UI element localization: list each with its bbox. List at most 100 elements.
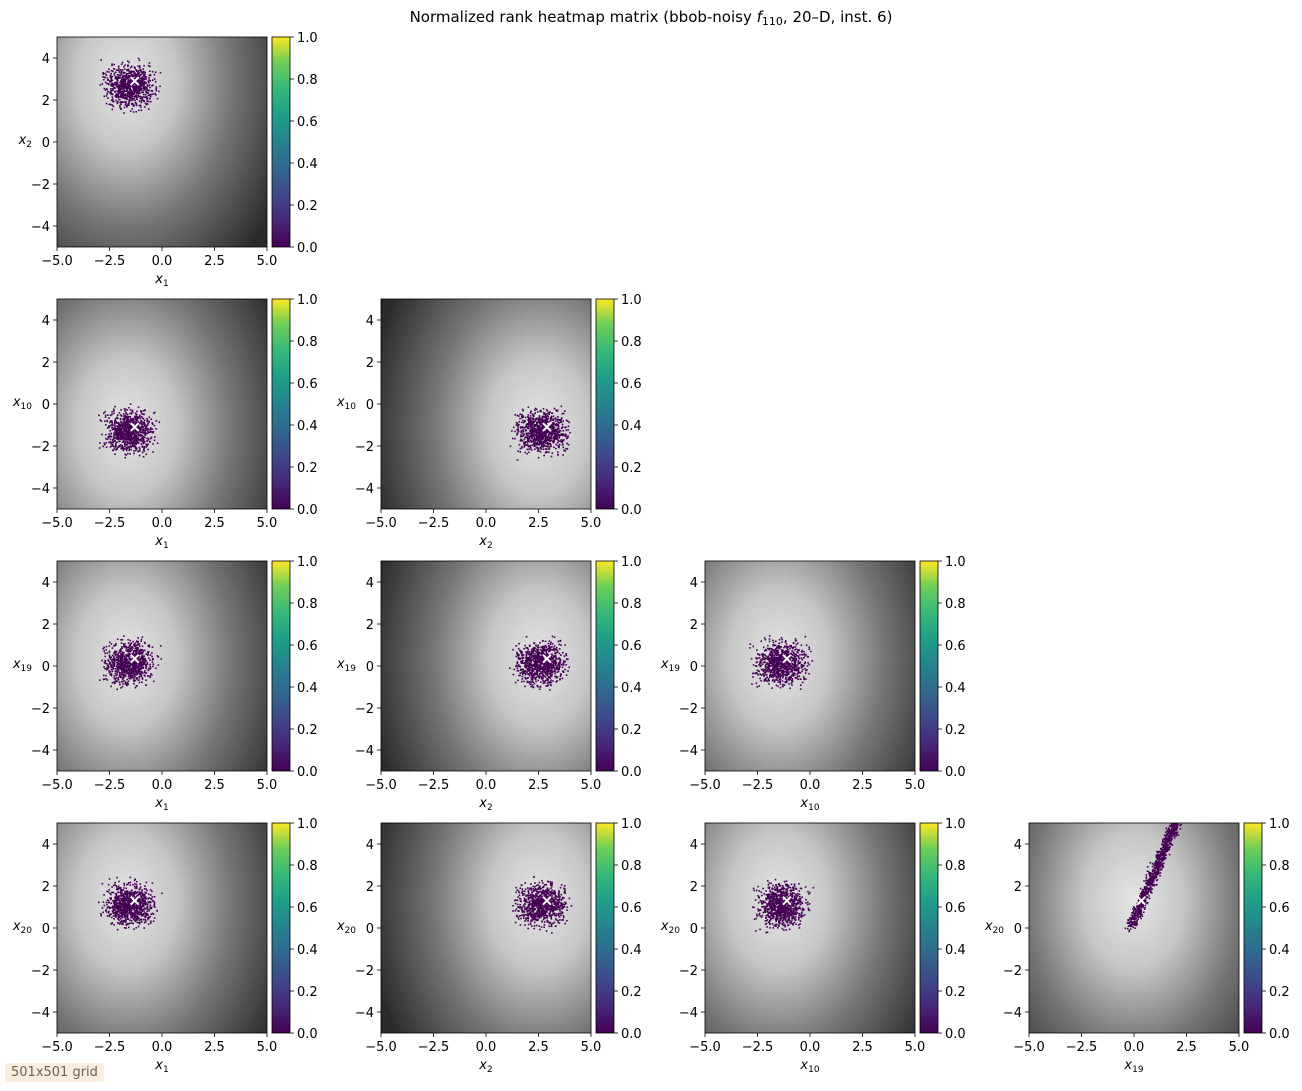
colorbar-tick-label: 0.0: [621, 503, 642, 518]
colorbar: 0.0 0.2 0.4 0.6 0.8 1.0: [1243, 817, 1290, 1042]
colorbar-tick-label: 0.2: [297, 723, 318, 738]
x-tick-label: −5.0: [365, 1040, 397, 1055]
low-rank-region: [749, 635, 814, 690]
x-tick-label: −5.0: [41, 778, 73, 793]
panel-x1-x20: −5.0 −2.5 0.0 2.5 5.0−4−2024x1x200.00.20.40.…: [12, 817, 318, 1075]
y-tick-label: 2: [42, 94, 50, 109]
x-tick-label: 5.0: [257, 778, 278, 793]
y-tick-label: −2: [355, 702, 374, 717]
colorbar-tick-label: 0.2: [297, 461, 318, 476]
y-axis-label: x10: [12, 395, 32, 412]
x-tick-label: 2.5: [204, 1040, 225, 1055]
y-axis-label: x19: [660, 657, 680, 674]
colorbar-tick-label: 0.0: [621, 1027, 642, 1042]
y-axis-label: x20: [984, 919, 1004, 936]
y-tick-label: −4: [31, 1006, 50, 1021]
y-tick-label: −2: [679, 964, 698, 979]
y-tick-label: −4: [31, 220, 50, 235]
x-tick-label: 2.5: [528, 1040, 549, 1055]
x-axis-label: x2: [478, 534, 492, 551]
panel-x2-x20: −5.0 −2.5 0.0 2.5 5.0−4−2024x2x200.00.20.40.…: [336, 817, 642, 1075]
y-axis-label: x20: [12, 919, 32, 936]
y-axis-label: x20: [660, 919, 680, 936]
y-tick-label: −4: [355, 482, 374, 497]
x-axis-label: x2: [478, 1058, 492, 1075]
x-tick-label: −2.5: [1066, 1040, 1098, 1055]
colorbar-tick-label: 0.8: [621, 597, 642, 612]
colorbar-tick-label: 0.0: [1269, 1027, 1290, 1042]
colorbar: 0.0 0.2 0.4 0.6 0.8 1.0: [919, 817, 966, 1042]
y-tick-label: 0: [690, 660, 698, 675]
colorbar-tick-label: 1.0: [297, 31, 318, 46]
colorbar-tick-label: 0.0: [297, 503, 318, 518]
y-axis-label: x20: [336, 919, 356, 936]
colorbar-tick-label: 0.2: [621, 461, 642, 476]
colorbar-gradient: [595, 560, 615, 772]
y-tick-label: 4: [366, 576, 374, 591]
x-tick-label: 0.0: [152, 516, 173, 531]
colorbar-gradient: [919, 822, 939, 1034]
colorbar-tick-label: 0.0: [297, 241, 318, 256]
y-tick-label: −4: [355, 1006, 374, 1021]
colorbar-tick-label: 0.6: [1269, 901, 1290, 916]
x-tick-label: −2.5: [418, 778, 450, 793]
low-rank-region: [98, 403, 161, 459]
y-tick-label: −4: [1003, 1006, 1022, 1021]
colorbar-tick-label: 0.2: [297, 985, 318, 1000]
low-rank-region: [1124, 823, 1182, 933]
y-tick-label: −2: [31, 178, 50, 193]
x-tick-label: −2.5: [94, 254, 126, 269]
colorbar-gradient: [595, 298, 615, 510]
x-axis-label: x1: [154, 534, 168, 551]
colorbar-tick-label: 0.4: [621, 419, 642, 434]
colorbar-tick-label: 0.0: [945, 765, 966, 780]
heatmap-gradient: [705, 561, 915, 771]
x-tick-label: −2.5: [418, 1040, 450, 1055]
x-tick-label: 2.5: [852, 1040, 873, 1055]
colorbar-gradient: [919, 560, 939, 772]
colorbar: 0.0 0.2 0.4 0.6 0.8 1.0: [271, 293, 318, 518]
colorbar: 0.0 0.2 0.4 0.6 0.8 1.0: [271, 555, 318, 780]
colorbar-tick-label: 0.8: [945, 859, 966, 874]
y-tick-label: −2: [355, 440, 374, 455]
colorbar-tick-label: 1.0: [297, 293, 318, 308]
low-rank-region: [98, 876, 163, 931]
x-axis-label: x10: [799, 1058, 819, 1075]
x-tick-label: 2.5: [204, 778, 225, 793]
y-axis-label: x10: [336, 395, 356, 412]
colorbar-tick-label: 0.8: [297, 73, 318, 88]
panel-x1-x19: −5.0 −2.5 0.0 2.5 5.0−4−2024x1x190.00.20.40.…: [12, 555, 318, 813]
y-tick-label: 4: [42, 576, 50, 591]
x-tick-label: 5.0: [905, 1040, 926, 1055]
colorbar-tick-label: 0.8: [1269, 859, 1290, 874]
panel-x10-x19: −5.0 −2.5 0.0 2.5 5.0−4−2024x10x190.00.20.40…: [660, 555, 966, 813]
x-tick-label: −5.0: [1013, 1040, 1045, 1055]
x-tick-label: 0.0: [476, 778, 497, 793]
y-tick-label: 4: [1014, 838, 1022, 853]
colorbar-tick-label: 0.0: [945, 1027, 966, 1042]
y-tick-label: −2: [31, 702, 50, 717]
y-tick-label: −2: [1003, 964, 1022, 979]
colorbar-gradient: [271, 822, 291, 1034]
colorbar-tick-label: 0.2: [297, 199, 318, 214]
optimum-marker: [129, 895, 140, 906]
x-tick-label: 0.0: [152, 254, 173, 269]
colorbar-tick-label: 0.6: [297, 901, 318, 916]
panel-x10-x20: −5.0 −2.5 0.0 2.5 5.0−4−2024x10x200.00.20.40…: [660, 817, 966, 1075]
y-tick-label: 4: [366, 838, 374, 853]
colorbar: 0.0 0.2 0.4 0.6 0.8 1.0: [595, 555, 642, 780]
optimum-marker: [782, 895, 792, 906]
y-tick-label: −4: [31, 482, 50, 497]
x-tick-label: 5.0: [1229, 1040, 1250, 1055]
colorbar-tick-label: 0.4: [297, 943, 318, 958]
colorbar-tick-label: 0.2: [621, 985, 642, 1000]
y-tick-label: 0: [42, 660, 50, 675]
heatmap-gradient: [57, 561, 267, 771]
x-tick-label: −5.0: [689, 1040, 721, 1055]
colorbar-tick-label: 0.6: [945, 639, 966, 654]
x-tick-label: 5.0: [905, 778, 926, 793]
colorbar-tick-label: 0.8: [297, 597, 318, 612]
y-tick-label: 0: [1014, 922, 1022, 937]
y-tick-label: −2: [679, 702, 698, 717]
colorbar-gradient: [1243, 822, 1263, 1034]
